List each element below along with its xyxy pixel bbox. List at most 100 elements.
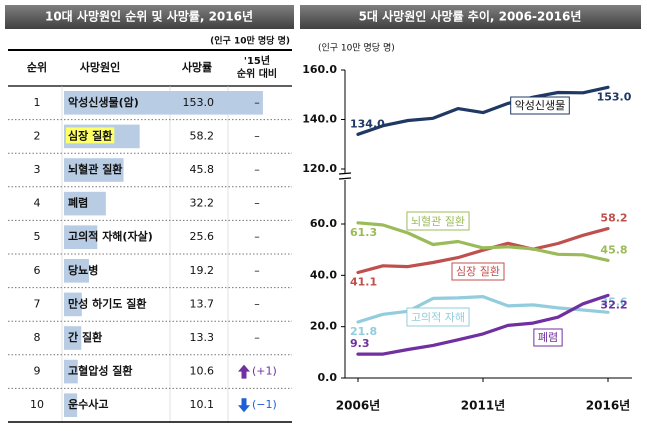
x-tick-label: 2016년 xyxy=(586,399,630,413)
rank: 8 xyxy=(34,331,41,344)
rank: 5 xyxy=(34,230,41,243)
legend-box xyxy=(533,328,563,347)
rate: 19.2 xyxy=(190,264,215,277)
rank: 7 xyxy=(34,297,41,310)
data-label: 61.3 xyxy=(350,226,377,239)
rank: 3 xyxy=(34,163,41,176)
column-header: 순위 xyxy=(27,61,47,74)
y-tick-label: 20.0 xyxy=(310,320,337,333)
rate: 25.6 xyxy=(190,230,215,243)
rate-bar xyxy=(64,191,106,216)
data-label: 32.2 xyxy=(600,298,627,311)
series-line xyxy=(356,221,610,262)
cause: 고의적 자해(자살) xyxy=(68,229,153,243)
rate: 153.0 xyxy=(183,96,215,109)
rate: 13.7 xyxy=(190,297,215,310)
legend-box xyxy=(510,96,570,115)
rate-bar xyxy=(64,292,82,317)
data-label: 9.3 xyxy=(350,337,370,350)
rate-bar xyxy=(64,259,89,283)
data-label: 21.8 xyxy=(350,325,377,338)
rank-change: – xyxy=(254,129,260,142)
legend-label: 악성신생물 xyxy=(515,99,566,112)
y-tick-label: 40.0 xyxy=(310,268,337,281)
legend-label: 심장 질환 xyxy=(456,265,500,278)
rank-change: (−1) xyxy=(252,398,277,411)
line-chart: 0.0 20.0 40.0 60.0 120.0 140.0 160.0 2006년 2011년… xyxy=(302,63,632,413)
data-label: 45.8 xyxy=(600,243,627,256)
legend-box xyxy=(451,262,505,281)
y-tick-label: 160.0 xyxy=(302,63,337,76)
rate-bar xyxy=(64,225,98,249)
y-axis-unit: (인구 10만 명당 명) xyxy=(318,43,395,54)
column-header: 사망률 xyxy=(182,60,212,74)
data-label: 41.1 xyxy=(350,276,377,289)
cause: 고혈압성 질환 xyxy=(68,364,133,378)
rate-bar xyxy=(64,91,263,115)
x-tick-label: 2011년 xyxy=(461,399,505,413)
legend-box xyxy=(406,307,470,327)
cause: 만성 하기도 질환 xyxy=(68,296,147,310)
rank-change: – xyxy=(254,264,260,277)
rate: 32.2 xyxy=(190,197,215,210)
y-tick-label: 60.0 xyxy=(310,217,337,230)
rank: 1 xyxy=(34,96,41,109)
rate: 45.8 xyxy=(190,163,215,176)
rank-change: – xyxy=(254,96,260,109)
y-tick-label: 140.0 xyxy=(302,113,337,126)
rank-change: – xyxy=(254,230,260,243)
chart-title: 5대 사망원인 사망률 추이, 2006-2016년 xyxy=(359,9,582,24)
column-header: 순위 대비 xyxy=(237,67,277,80)
cause: 심장 질환 xyxy=(68,128,112,142)
rate: 13.3 xyxy=(190,331,215,344)
rank: 6 xyxy=(34,264,41,277)
series-line xyxy=(356,295,610,324)
cause: 운수사고 xyxy=(68,397,108,411)
cause: 당뇨병 xyxy=(68,263,98,277)
rank-change: – xyxy=(254,331,260,344)
legend-label: 고의적 자해 xyxy=(411,310,465,324)
axis-break xyxy=(338,172,352,175)
cause: 폐렴 xyxy=(68,196,88,210)
column-header: '15년 xyxy=(244,54,270,67)
chart-header-bar xyxy=(300,5,641,29)
change-arrow xyxy=(238,398,250,413)
series-line xyxy=(356,227,610,275)
rank: 10 xyxy=(30,398,44,411)
x-tick-label: 2006년 xyxy=(336,399,380,413)
table-header-bar xyxy=(5,5,294,29)
series-line xyxy=(356,293,610,356)
rank-change: – xyxy=(254,297,260,310)
rate-bar xyxy=(64,158,124,182)
data-label: 58.2 xyxy=(600,212,627,225)
y-tick-label: 0.0 xyxy=(318,371,338,384)
rate-bar xyxy=(64,359,78,384)
data-label: 25.6 xyxy=(600,295,627,308)
rank-change: – xyxy=(254,163,260,176)
legend-label: 폐렴 xyxy=(538,331,558,344)
rate-bar xyxy=(64,393,78,417)
column-header: 사망원인 xyxy=(80,60,120,74)
cause: 뇌혈관 질환 xyxy=(68,162,122,176)
data-label: 134.0 xyxy=(350,117,385,130)
change-arrow xyxy=(238,364,250,379)
cause: 악성신생물(암) xyxy=(68,95,139,109)
rank-change: (+1) xyxy=(252,365,277,378)
rank: 9 xyxy=(34,365,41,378)
axis-break xyxy=(338,177,352,180)
table-unit: (인구 10만 명당 명) xyxy=(210,35,290,47)
legend-box xyxy=(406,211,470,231)
cause: 간 질환 xyxy=(68,330,102,344)
rate-bar xyxy=(64,326,82,350)
rate: 10.6 xyxy=(190,365,215,378)
rank: 2 xyxy=(34,129,41,142)
legend-label: 뇌혈관 질환 xyxy=(411,214,465,228)
highlight xyxy=(66,127,115,144)
rate: 58.2 xyxy=(190,129,215,142)
table-title: 10대 사망원인 순위 및 사망률, 2016년 xyxy=(45,9,253,24)
rank-change: – xyxy=(254,197,260,210)
rate: 10.1 xyxy=(190,398,215,411)
rank: 4 xyxy=(34,197,41,210)
